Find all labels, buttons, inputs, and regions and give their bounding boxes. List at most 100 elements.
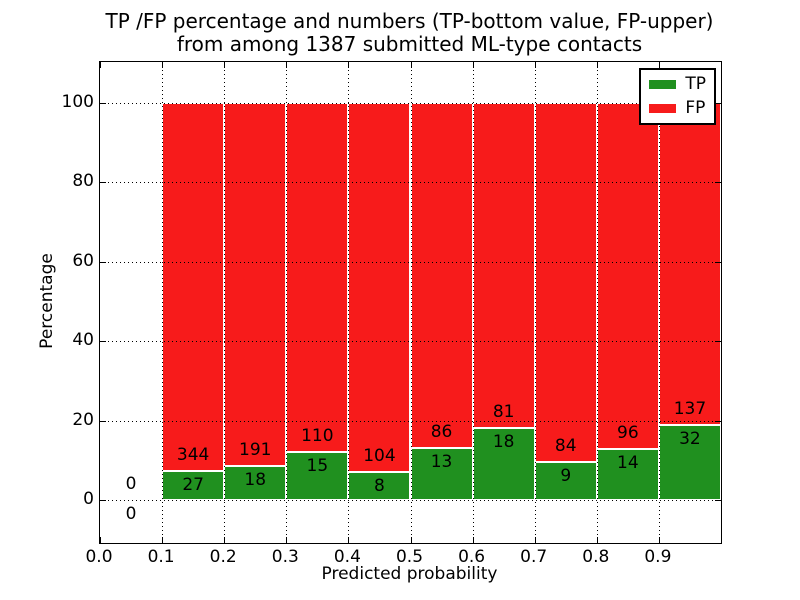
y-tick xyxy=(715,102,721,104)
bar-count-label-fp: 344 xyxy=(176,445,210,466)
y-tick-label: 100 xyxy=(61,91,94,112)
x-tick-label: 0.5 xyxy=(395,547,424,567)
gridline-vertical xyxy=(224,62,226,543)
bar-count-label-tp: 8 xyxy=(374,475,385,496)
bar-count-label-tp: 18 xyxy=(244,469,267,490)
y-tick xyxy=(100,102,106,104)
x-tick xyxy=(286,537,288,543)
y-axis-label: Percentage xyxy=(37,253,57,349)
y-tick xyxy=(100,182,106,183)
x-tick xyxy=(472,537,474,543)
gridline-vertical xyxy=(410,62,412,543)
bar-segment-fp xyxy=(410,102,473,448)
chart-title: TP /FP percentage and numbers (TP-bottom… xyxy=(99,10,720,56)
y-tick-label: 60 xyxy=(72,250,94,271)
x-tick-label: 0.7 xyxy=(520,547,548,567)
bar-count-label-tp: 32 xyxy=(679,428,701,449)
bar-segment-tp xyxy=(534,461,597,500)
gridline-vertical xyxy=(348,62,350,543)
y-tick xyxy=(100,261,106,263)
bar-segment-tp xyxy=(286,452,349,500)
x-tick xyxy=(224,537,226,543)
chart-title-line1: TP /FP percentage and numbers (TP-bottom… xyxy=(105,9,714,33)
bar-segment-fp xyxy=(348,102,411,472)
x-tick xyxy=(348,62,350,68)
bar-count-label-fp: 96 xyxy=(617,423,639,444)
legend-label-fp: FP xyxy=(685,98,706,118)
x-tick-label: 0.6 xyxy=(458,547,486,567)
legend-item-fp: FP xyxy=(649,99,706,118)
x-tick xyxy=(410,537,412,543)
x-tick xyxy=(658,62,660,68)
x-tick-label: 0.9 xyxy=(644,547,672,567)
y-tick xyxy=(100,500,106,501)
legend-item-tp: TP xyxy=(649,75,706,94)
bar-count-label-tp: 27 xyxy=(182,475,204,496)
x-tick xyxy=(224,62,226,68)
bar-count-label-fp: 86 xyxy=(430,421,453,442)
bar-segment-tp xyxy=(348,471,411,500)
bar-segment-tp xyxy=(410,447,473,500)
x-tick xyxy=(348,537,350,543)
legend-swatch-tp xyxy=(649,80,677,89)
bar-segment-tp xyxy=(596,449,659,500)
legend: TP FP xyxy=(639,68,716,125)
y-tick-label: 40 xyxy=(72,330,94,350)
x-tick xyxy=(162,537,164,543)
chart-title-line2: from among 1387 submitted ML-type contac… xyxy=(176,32,643,56)
bar-count-label-fp: 110 xyxy=(301,426,334,447)
bar-segment-fp xyxy=(286,102,349,453)
y-tick xyxy=(715,341,721,342)
gridline-vertical xyxy=(596,62,598,543)
x-tick xyxy=(100,62,101,68)
bar-count-label-tp: 0 xyxy=(125,504,137,524)
x-tick xyxy=(410,62,412,68)
bar-segment-tp xyxy=(658,424,721,500)
gridline-vertical xyxy=(658,62,660,543)
bar-count-label-tp: 18 xyxy=(492,431,515,452)
legend-swatch-fp xyxy=(649,104,677,113)
gridline-vertical xyxy=(286,62,288,543)
x-tick xyxy=(286,62,288,68)
y-tick xyxy=(100,341,106,342)
x-tick-label: 0.3 xyxy=(271,547,299,567)
bar-segment-tp xyxy=(224,465,287,500)
gridline-vertical xyxy=(472,62,474,543)
bar-segment-tp xyxy=(472,427,535,500)
x-tick xyxy=(658,537,660,543)
bar-segment-fp xyxy=(224,102,287,466)
x-tick-label: 0.8 xyxy=(582,547,610,567)
y-tick-label: 80 xyxy=(72,171,94,191)
y-tick-label: 0 xyxy=(83,489,94,509)
bar-count-label-tp: 14 xyxy=(617,453,639,474)
legend-label-tp: TP xyxy=(685,74,706,94)
bar-segment-tp xyxy=(162,471,225,500)
bar-count-label-fp: 84 xyxy=(554,435,577,456)
bar-segment-fp xyxy=(472,102,535,428)
bar-count-label-fp: 104 xyxy=(363,445,396,466)
x-tick xyxy=(596,537,598,543)
bar-count-label-fp: 191 xyxy=(239,439,272,460)
x-tick xyxy=(596,62,598,68)
bar-count-label-tp: 9 xyxy=(560,465,572,486)
gridline-vertical xyxy=(534,62,536,543)
bar-segment-fp xyxy=(596,102,659,450)
y-tick xyxy=(715,261,721,263)
y-tick xyxy=(715,182,721,183)
x-tick-label: 0.0 xyxy=(85,547,113,567)
bar-count-label-fp: 0 xyxy=(125,474,137,494)
bar-count-label-fp: 81 xyxy=(492,401,515,422)
bar-segment-fp xyxy=(162,102,225,472)
bar-segment-fp xyxy=(658,102,721,425)
x-axis-label: Predicted probability xyxy=(321,564,498,584)
x-tick-label: 0.4 xyxy=(333,547,361,567)
y-tick xyxy=(715,420,721,422)
x-tick xyxy=(534,62,536,68)
x-tick xyxy=(534,537,536,543)
x-tick xyxy=(100,537,101,543)
bar-count-label-tp: 13 xyxy=(430,451,453,472)
bar-count-label-fp: 137 xyxy=(673,398,707,419)
plot-area: 0 0 344 27 191 18 110 15 104 8 86 13 81 18 84 9 96 14 137 3… xyxy=(99,61,722,544)
y-tick xyxy=(100,420,106,422)
